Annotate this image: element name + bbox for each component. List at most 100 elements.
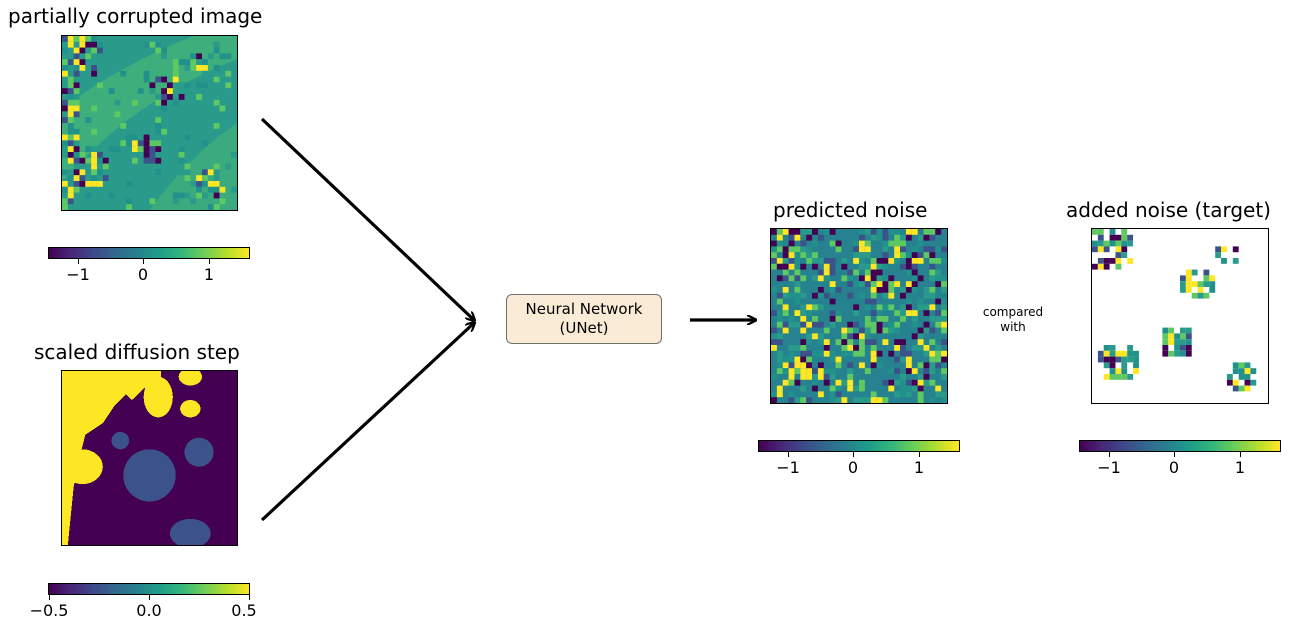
noise-pixel [929,362,936,369]
noise-pixel [167,94,173,100]
noise-pixel [85,53,92,60]
noise-pixel [184,99,191,106]
noise-pixel [864,281,871,287]
noise-pixel [859,240,865,247]
noise-pixel [149,82,156,89]
noise-pixel [143,41,150,48]
noise-pixel [817,292,824,299]
noise-pixel [853,385,859,392]
noise-pixel [894,246,901,253]
noise-pixel [1103,240,1110,247]
noise-pixel [806,397,813,403]
noise-pixel [73,88,80,94]
noise-pixel [161,76,167,83]
noise-pixel [73,70,80,77]
noise-pixel [172,192,179,199]
noise-pixel [806,321,813,328]
noise-pixel [870,356,877,363]
noise-pixel [806,339,813,345]
noise-pixel [905,252,912,258]
noise-pixel [841,379,848,386]
noise-pixel [870,258,877,264]
noise-pixel [137,140,144,147]
noise-pixel [812,321,818,328]
noise-pixel [73,169,80,176]
noise-pixel [1115,350,1122,357]
noise-pixel [917,327,924,334]
noise-pixel [806,362,813,369]
noise-pixel [184,134,191,141]
noise-pixel [905,385,912,392]
noise-pixel [911,281,918,287]
noise-pixel [62,146,68,152]
noise-pixel [782,321,789,328]
noise-pixel [1180,333,1186,340]
noise-pixel [935,229,942,235]
noise-pixel [870,234,877,241]
noise-pixel [853,246,859,253]
noise-pixel [196,175,202,181]
colorbar-tick-label: 0.5 [231,601,257,620]
noise-pixel [143,140,150,147]
noise-pixel [91,53,97,60]
noise-pixel [1103,258,1110,264]
noise-pixel [794,345,801,351]
noise-pixel [132,146,138,152]
noise-pixel [917,391,924,398]
noise-pixel [184,163,191,170]
noise-pixel [788,345,795,351]
corrupted-image-panel [61,35,238,211]
noise-pixel [935,350,942,357]
noise-pixel [782,310,789,316]
noise-pixel [788,263,795,270]
noise-pixel [67,123,74,129]
noise-pixel [870,362,877,369]
noise-pixel [935,356,942,363]
noise-pixel [97,163,103,170]
colorbar-tick-label: −1 [66,265,90,284]
noise-pixel [67,99,74,106]
noise-pixel [800,362,807,369]
noise-pixel [923,362,930,369]
noise-pixel [143,70,150,77]
noise-pixel [894,310,901,316]
noise-pixel [917,362,924,369]
noise-pixel [1162,345,1169,351]
noise-pixel [847,368,854,374]
noise-pixel [67,140,74,147]
noise-pixel [829,263,836,270]
noise-pixel [213,186,220,193]
noise-pixel [859,333,865,340]
noise-pixel [935,391,942,398]
noise-pixel [67,128,74,135]
noise-pixel [794,298,801,305]
noise-pixel [859,292,865,299]
noise-pixel [91,47,97,54]
noise-pixel [941,368,947,374]
colorbar-tick-label: 0.0 [136,601,162,620]
noise-pixel [788,292,795,299]
noise-pixel [1180,281,1186,287]
noise-pixel [835,339,842,345]
compared-with-label: compared with [973,305,1053,335]
noise-pixel [202,70,208,77]
noise-pixel [1185,339,1192,345]
colorbar-tick-label: 0 [1168,458,1180,477]
noise-texture [62,36,237,210]
noise-pixel [1109,368,1116,374]
noise-pixel [835,246,842,253]
noise-pixel [900,304,906,311]
noise-pixel [155,76,162,83]
noise-pixel [888,350,895,357]
noise-pixel [870,321,877,328]
noise-pixel [213,47,220,54]
noise-pixel [771,258,777,264]
noise-pixel [882,246,889,253]
noise-pixel [1103,345,1110,351]
noise-pixel [1109,258,1116,264]
noise-pixel [132,152,138,158]
noise-pixel [85,36,92,42]
noise-pixel [800,240,807,247]
noise-pixel [911,310,918,316]
noise-pixel [1127,356,1134,363]
